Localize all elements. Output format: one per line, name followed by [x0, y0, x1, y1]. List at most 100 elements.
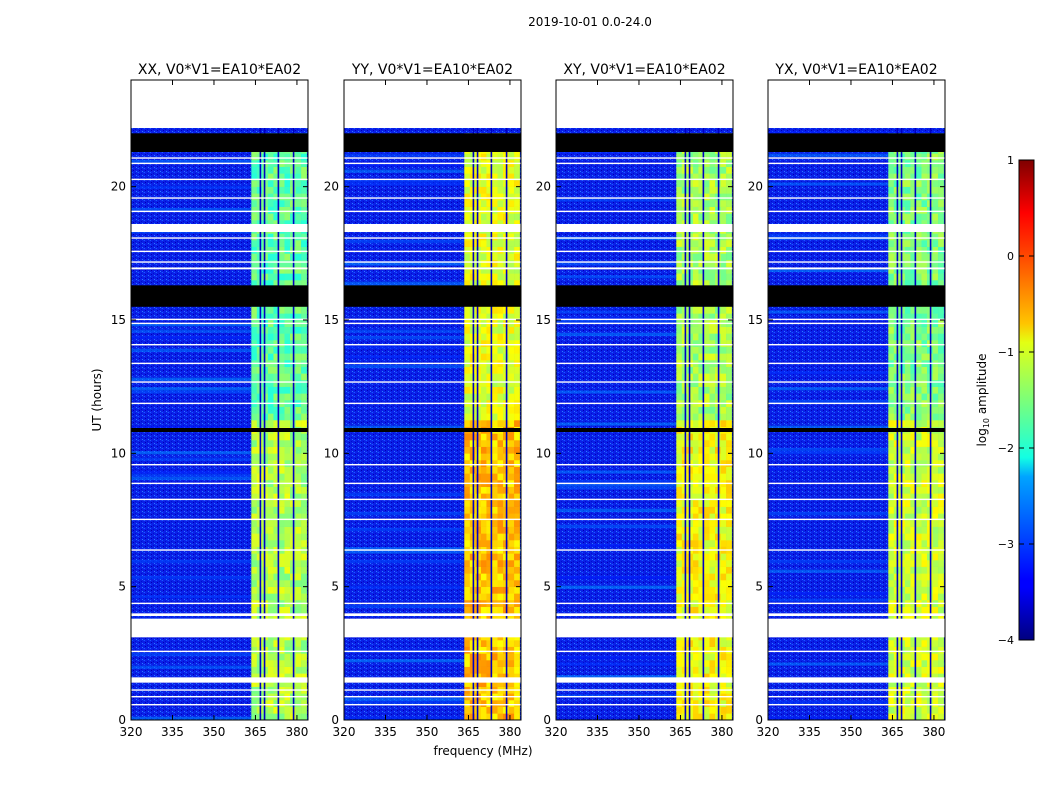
heatmap-cell — [938, 313, 944, 321]
blank-line — [344, 197, 521, 199]
heatmap-cell — [301, 280, 307, 287]
heatmap-cell — [676, 393, 683, 401]
heatmap-row — [344, 364, 521, 368]
heatmap-cell — [932, 506, 939, 514]
heatmap-cell — [726, 193, 732, 201]
heatmap-cell — [491, 200, 498, 207]
heatmap-cell — [904, 640, 911, 647]
heatmap-cell — [698, 200, 705, 207]
heatmap-cell — [910, 420, 917, 427]
heatmap-cell — [267, 680, 274, 687]
heatmap-cell — [267, 533, 274, 541]
heatmap-cell — [888, 460, 895, 467]
heatmap-cell — [497, 486, 504, 494]
heatmap-cell — [491, 413, 498, 421]
heatmap-cell — [888, 406, 895, 414]
heatmap-cell — [692, 493, 699, 501]
heatmap-cell — [491, 613, 498, 621]
heatmap-cell — [915, 566, 922, 574]
blank-line — [344, 704, 521, 706]
heatmap-cell — [703, 380, 710, 387]
heatmap-cell — [267, 326, 274, 334]
heatmap-cell — [295, 560, 302, 567]
heatmap-cell — [888, 260, 895, 267]
heatmap-cell — [932, 186, 939, 194]
heatmap-cell — [301, 540, 307, 547]
heatmap-cell — [486, 173, 493, 181]
heatmap-cell — [267, 260, 274, 267]
blank-line — [556, 261, 733, 263]
heatmap-cell — [910, 446, 917, 454]
heatmap-cell — [938, 473, 944, 481]
heatmap-cell — [692, 460, 699, 467]
heatmap-cell — [497, 466, 504, 474]
heatmap-cell — [720, 666, 727, 674]
heatmap-cell — [273, 340, 280, 347]
heatmap-cell — [497, 606, 504, 614]
heatmap-cell — [508, 553, 515, 561]
heatmap-cell — [486, 353, 493, 361]
heatmap-cell — [938, 280, 944, 287]
heatmap-cell — [464, 660, 471, 667]
y-tick-label: 15 — [324, 313, 339, 327]
heatmap-cell — [915, 306, 922, 314]
heatmap-cell — [514, 706, 520, 714]
x-tick-label: 320 — [333, 725, 356, 739]
heatmap-cell — [273, 186, 280, 194]
heatmap-cell — [938, 233, 944, 241]
heatmap-cell — [726, 680, 732, 687]
heatmap-cell — [921, 186, 928, 194]
heatmap-cell — [514, 233, 520, 241]
heatmap-cell — [720, 406, 727, 414]
heatmap-cell — [698, 606, 705, 614]
heatmap-cell — [692, 246, 699, 254]
heatmap-cell — [888, 713, 895, 721]
heatmap-row — [768, 371, 945, 375]
heatmap-cell — [486, 366, 493, 374]
blank-line — [556, 318, 733, 321]
heatmap-cell — [284, 346, 291, 354]
heatmap-cell — [698, 706, 705, 714]
heatmap-cell — [480, 393, 487, 401]
heatmap-cell — [921, 180, 928, 187]
heatmap-cell — [273, 166, 280, 174]
heatmap-cell — [301, 640, 307, 647]
heatmap-cell — [273, 660, 280, 667]
heatmap-cell — [910, 180, 917, 187]
heatmap-cell — [301, 606, 307, 614]
heatmap-cell — [273, 280, 280, 287]
heatmap-cell — [692, 393, 699, 401]
flagged-row — [131, 133, 308, 152]
heatmap-cell — [491, 213, 498, 221]
blank-line — [131, 162, 308, 165]
heatmap-cell — [676, 446, 683, 454]
heatmap-cell — [273, 446, 280, 454]
heatmap-cell — [251, 233, 258, 241]
heatmap-cell — [921, 520, 928, 527]
heatmap-cell — [514, 393, 520, 401]
heatmap-cell — [284, 440, 291, 447]
heatmap-row — [344, 345, 521, 349]
heatmap-cell — [514, 353, 520, 361]
heatmap-cell — [932, 406, 939, 414]
blank-line — [556, 464, 733, 466]
heatmap-cell — [938, 440, 944, 447]
heatmap-cell — [915, 193, 922, 201]
heatmap-cell — [491, 466, 498, 474]
heatmap-cell — [267, 180, 274, 187]
heatmap-cell — [508, 346, 515, 354]
heatmap-cell — [273, 706, 280, 714]
heatmap-cell — [921, 213, 928, 221]
blank-line — [131, 261, 308, 263]
flagged-row — [131, 428, 308, 432]
heatmap-cell — [273, 560, 280, 567]
blank-line — [344, 261, 521, 263]
heatmap-cell — [486, 433, 493, 441]
heatmap-cell — [486, 406, 493, 414]
heatmap-cell — [904, 246, 911, 254]
heatmap-cell — [497, 666, 504, 674]
heatmap-cell — [301, 260, 307, 267]
heatmap-cell — [491, 560, 498, 567]
heatmap-cell — [301, 660, 307, 667]
heatmap-cell — [910, 220, 917, 227]
